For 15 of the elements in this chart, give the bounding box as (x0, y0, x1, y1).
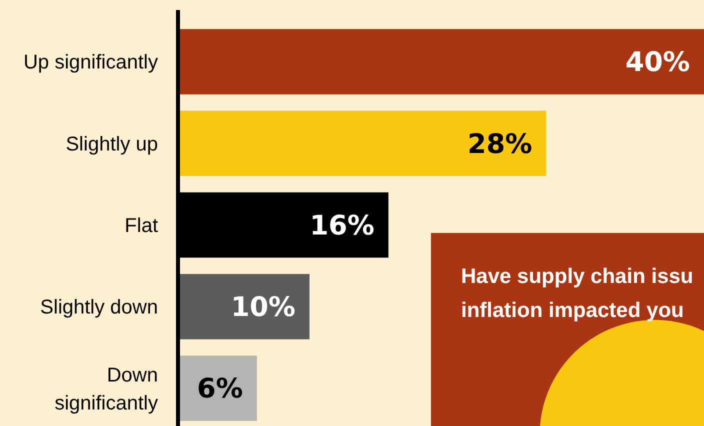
data-label: 40% (625, 47, 690, 78)
y-tick-label: Flat (124, 215, 158, 237)
y-tick-label: Up significantly (23, 52, 158, 74)
data-label: 10% (230, 292, 296, 324)
bar (178, 274, 310, 340)
annotation: Have supply chain issu (461, 265, 694, 288)
annotation: inflation impacted you (461, 299, 684, 322)
data-label: 16% (310, 210, 374, 242)
data-label: 6% (197, 374, 243, 405)
bar (178, 110, 546, 176)
data-label: 28% (468, 128, 532, 160)
y-tick-label: Slightly up (66, 133, 158, 156)
y-tick-label: Down significantly (54, 364, 158, 414)
bar (178, 29, 704, 94)
y-tick-label: Slightly down (40, 296, 158, 319)
